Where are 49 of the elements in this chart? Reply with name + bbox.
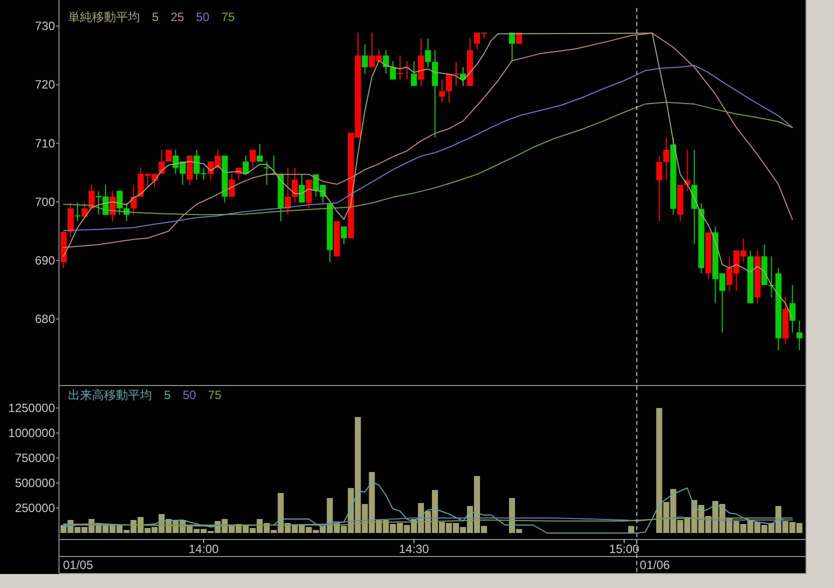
chart-title: 出来高移動平均 [68, 388, 152, 402]
candlestick [390, 60, 396, 80]
candlestick [410, 60, 417, 86]
candlestick [130, 184, 137, 216]
candlestick [256, 143, 263, 162]
line-series [63, 102, 793, 216]
candlestick [67, 202, 74, 238]
text: 01/06 [640, 558, 670, 572]
candlestick [509, 32, 516, 62]
y-tick-label: 1000000 [8, 426, 56, 440]
candlestick [796, 320, 802, 351]
candlestick [116, 190, 123, 216]
y-tick-label: 680 [34, 312, 56, 326]
candlestick [663, 136, 670, 181]
candlestick [656, 156, 662, 222]
y-tick-label: 710 [34, 136, 56, 150]
candlestick [298, 173, 305, 203]
y-tick-label: 720 [34, 78, 56, 92]
candlestick [789, 284, 796, 333]
candlestick [242, 155, 249, 174]
candlestick [264, 160, 270, 186]
candlestick [424, 38, 431, 68]
bar [628, 526, 634, 533]
candlestick [250, 149, 256, 168]
y-tick-label: 1250000 [8, 401, 56, 415]
y-tick-label: 250000 [14, 501, 56, 515]
x-tick-label: 14:00 [188, 542, 219, 556]
y-tick-label: 730 [34, 19, 56, 34]
candlestick [82, 202, 88, 218]
candlestick [292, 167, 298, 203]
y-tick-label: 750000 [14, 451, 56, 465]
candlestick [396, 54, 403, 80]
candlestick [88, 184, 95, 209]
candlestick [166, 149, 172, 162]
legend: 5 25 50 75 [152, 10, 235, 24]
x-tick-label: 15:00 [609, 542, 640, 556]
candlestick [306, 179, 312, 209]
chart-title: 単純移動平均 [68, 10, 140, 24]
x-tick-label: 14:30 [398, 542, 430, 556]
candlestick [74, 202, 81, 222]
y-tick-label: 690 [34, 253, 56, 268]
legend: 5 50 75 [164, 388, 222, 402]
candlestick [362, 44, 368, 74]
y-tick-label: 700 [34, 194, 56, 209]
candlestick [284, 167, 291, 216]
y-tick-label: 500000 [14, 476, 56, 490]
candlestick [438, 78, 445, 103]
candlestick [340, 226, 347, 245]
text: 01/05 [63, 558, 94, 572]
